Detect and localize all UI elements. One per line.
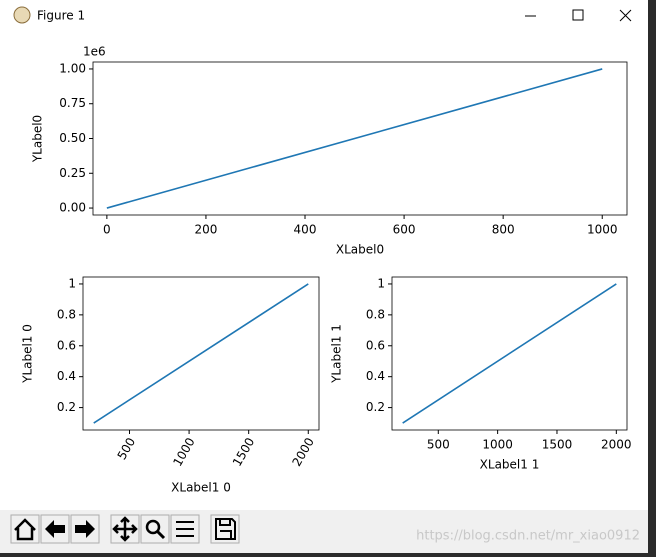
close-button[interactable] (619, 9, 632, 22)
home-icon (14, 518, 36, 541)
axes-frame (391, 276, 628, 431)
data-line (106, 68, 603, 209)
x-axis-label: XLabel0 (336, 243, 384, 257)
x-axis-label: XLabel1 0 (171, 481, 231, 495)
y-tick-label: 0.8 (366, 307, 385, 321)
x-tick-label: 1000 (587, 223, 618, 237)
y-axis-label: YLabel1 0 (21, 324, 35, 384)
y-tick-label: 0.8 (57, 307, 76, 321)
x-tick-label: 1500 (542, 438, 573, 452)
back-icon (45, 520, 65, 538)
app-icon (13, 6, 31, 24)
y-tick-label: 0.00 (59, 201, 86, 215)
x-tick-label: 400 (294, 223, 317, 237)
y-tick-label: 0.2 (57, 400, 76, 414)
y-tick-label: 0.6 (57, 338, 76, 352)
y-axis-label: YLabel1 1 (330, 324, 344, 384)
y-tick-label: 0.4 (57, 369, 76, 383)
toolbar (0, 510, 648, 553)
y-tick-label: 0.50 (59, 131, 86, 145)
data-line (402, 283, 617, 424)
configure-icon (176, 521, 194, 537)
y-axis-label: YLabel0 (31, 115, 45, 163)
save-icon (215, 518, 236, 540)
forward-icon (75, 520, 95, 538)
x-tick-label: 800 (492, 223, 515, 237)
toolbar-buttons (10, 514, 240, 544)
maximize-button[interactable] (572, 9, 584, 21)
y-tick-label: 1 (377, 276, 385, 290)
y-tick-label: 1.00 (59, 61, 86, 75)
watermark: https://blog.csdn.net/mr_xiao0912 (416, 529, 640, 544)
y-tick-label: 0.25 (59, 166, 86, 180)
x-tick-label: 600 (393, 223, 416, 237)
y-tick-label: 1 (68, 276, 76, 290)
desktop-background (648, 0, 656, 553)
y-tick-label: 0.2 (366, 400, 385, 414)
zoom-button[interactable] (140, 514, 170, 544)
x-tick-label: 2000 (601, 438, 632, 452)
pan-icon (112, 516, 138, 542)
y-tick-label: 0.75 (59, 96, 86, 110)
window-title: Figure 1 (37, 9, 85, 23)
x-tick-label: 0 (103, 223, 111, 237)
x-tick-label: 200 (194, 223, 217, 237)
x-axis-label: XLabel1 1 (480, 458, 540, 472)
data-line (93, 283, 309, 424)
y-offset-label: 1e6 (83, 45, 106, 59)
x-tick-label: 1000 (482, 438, 513, 452)
figure: 0 200 400 600 800 1000 0.00 0.25 0.50 0.75 1.00 1e6… (21, 45, 632, 495)
axes-frame (82, 276, 320, 431)
zoom-icon-handle (155, 529, 166, 540)
y-tick-label: 0.6 (366, 338, 385, 352)
y-tick-label: 0.4 (366, 369, 385, 383)
x-tick-label: 500 (427, 438, 450, 452)
zoom-icon (145, 519, 161, 535)
